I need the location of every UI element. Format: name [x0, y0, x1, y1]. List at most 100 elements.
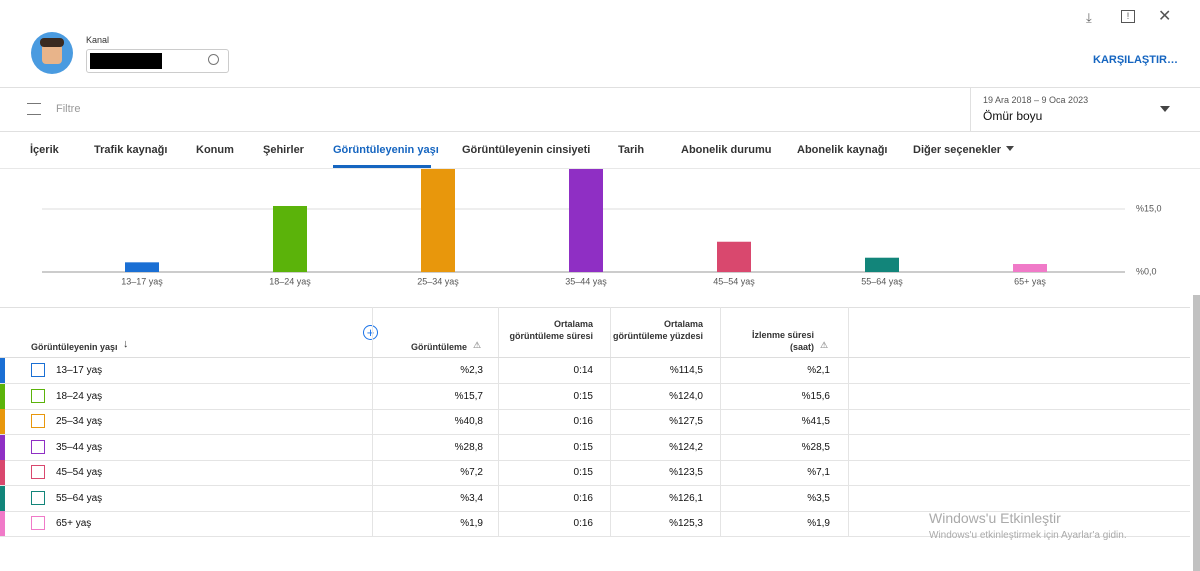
table-cell: %114,5: [669, 365, 703, 376]
watermark-subtitle: Windows'u etkinleştirmek için Ayarlar'a …: [929, 530, 1127, 541]
row-checkbox[interactable]: [31, 388, 45, 403]
compare-button[interactable]: KARŞILAŞTIR…: [1093, 54, 1178, 66]
row-color-strip: [0, 358, 5, 383]
bar: [125, 262, 159, 272]
table-cell: 0:15: [573, 467, 593, 478]
filter-input[interactable]: Filtre: [56, 103, 81, 115]
row-color-strip: [0, 485, 5, 511]
table-cell: %41,5: [801, 416, 830, 427]
bar: [569, 169, 603, 272]
dropdown-arrow[interactable]: [1160, 106, 1170, 117]
column-header[interactable]: Ortalama görüntüleme süresi: [509, 319, 593, 341]
row-color-strip: [0, 434, 5, 460]
table-cell: %125,3: [669, 518, 703, 529]
y-tick-label: %0,0: [1136, 266, 1157, 276]
scrollbar[interactable]: [1193, 295, 1200, 571]
row-divider: [0, 408, 1190, 410]
row-checkbox[interactable]: [31, 516, 45, 530]
watermark-title: Windows'u Etkinleştir: [929, 510, 1061, 526]
period-select[interactable]: Ömür boyu: [983, 109, 1043, 123]
download-icon[interactable]: ⤓: [1086, 10, 1092, 25]
tab[interactable]: Abonelik kaynağı: [797, 144, 888, 156]
sort-arrow: ↓: [123, 338, 129, 350]
row-divider: [0, 459, 1190, 461]
table-cell: %124,0: [669, 390, 703, 402]
table-cell: %2,3: [460, 365, 483, 376]
row-divider: [0, 536, 1190, 537]
column-header[interactable]: Görüntüleyenin yaşı: [31, 342, 118, 352]
x-tick-label: 55–64 yaş: [861, 276, 903, 286]
row-divider: [0, 383, 1190, 384]
column-header[interactable]: İzlenme süresi (saat): [751, 330, 814, 352]
table-cell: 0:16: [573, 416, 593, 427]
tab[interactable]: Görüntüleyenin cinsiyeti: [462, 144, 591, 156]
column-divider: [372, 307, 373, 536]
table-cell: 65+ yaş: [56, 518, 92, 529]
column-header[interactable]: Ortalama görüntüleme yüzdesi: [613, 319, 704, 341]
table-cell: %15,6: [801, 390, 830, 402]
column-header[interactable]: Görüntüleme: [410, 342, 467, 352]
add-metric[interactable]: +: [363, 325, 378, 340]
chart: %0,0 %15,0 13–17 yaş 18–24 yaş 25–34 yaş 35–4…: [42, 169, 1162, 286]
tab[interactable]: Tarih: [618, 144, 645, 156]
row-color-strip: [0, 383, 5, 409]
row-divider: [0, 434, 1190, 435]
close-icon[interactable]: ✕: [1158, 8, 1172, 25]
date-range: 19 Ara 2018 – 9 Oca 2023: [983, 95, 1089, 105]
tab[interactable]: Şehirler: [263, 144, 304, 156]
column-divider: [848, 307, 849, 536]
table-cell: 0:16: [573, 492, 593, 504]
table-cell: %7,1: [807, 467, 830, 478]
channel-label: Kanal: [86, 35, 110, 45]
bar: [1013, 264, 1047, 272]
tab[interactable]: İçerik: [30, 144, 59, 156]
row-color-strip: [0, 409, 5, 434]
tab[interactable]: Abonelik durumu: [681, 144, 772, 156]
row-checkbox[interactable]: [31, 439, 45, 454]
table-cell: 0:15: [573, 390, 593, 402]
bar: [421, 169, 455, 272]
table-cell: 0:15: [573, 441, 593, 453]
row-checkbox[interactable]: [31, 490, 45, 505]
row-checkbox[interactable]: [31, 363, 45, 377]
tab[interactable]: Trafik kaynağı: [94, 144, 168, 156]
row-divider: [0, 485, 1190, 486]
tab-underline: [333, 165, 431, 168]
table-cell: %28,5: [801, 441, 830, 453]
row-color-strip: [0, 511, 5, 536]
table-cell: %40,8: [454, 416, 483, 427]
row-checkbox[interactable]: [31, 465, 45, 479]
column-divider: [720, 307, 721, 536]
tab[interactable]: Konum: [196, 144, 234, 156]
x-tick-label: 18–24 yaş: [269, 276, 311, 286]
table-cell: %3,5: [807, 492, 830, 504]
row-color-strip: [0, 460, 5, 485]
row-checkbox[interactable]: [31, 414, 45, 428]
search-box[interactable]: [86, 49, 229, 73]
x-tick-label: 13–17 yaş: [121, 276, 163, 286]
x-tick-label: 45–54 yaş: [713, 276, 755, 286]
table-cell: 18–24 yaş: [56, 390, 103, 402]
bar: [717, 241, 751, 272]
table-cell: %7,2: [460, 467, 483, 478]
table-cell: %1,9: [807, 518, 830, 529]
table-cell: 45–54 yaş: [56, 467, 103, 478]
warning-icon: ⚠: [473, 340, 482, 350]
feedback-icon[interactable]: !: [1121, 10, 1135, 23]
x-tick-label: 35–44 yaş: [565, 276, 607, 286]
tab[interactable]: Diğer seçenekler: [913, 144, 1015, 156]
table-cell: %2,1: [807, 365, 830, 376]
table-cell: %123,5: [669, 467, 703, 478]
table-cell: 55–64 yaş: [56, 492, 103, 504]
tab[interactable]: Görüntüleyenin yaşı: [333, 144, 439, 156]
table-cell: %124,2: [669, 441, 703, 453]
bar: [865, 257, 899, 272]
table-cell: %126,1: [669, 492, 703, 504]
filter-icon[interactable]: [27, 103, 41, 115]
table-cell: %3,4: [460, 492, 483, 504]
warning-icon: ⚠: [820, 340, 829, 350]
row-divider: [0, 510, 1190, 512]
table-cell: 13–17 yaş: [56, 365, 103, 376]
table-cell: %127,5: [669, 416, 703, 427]
